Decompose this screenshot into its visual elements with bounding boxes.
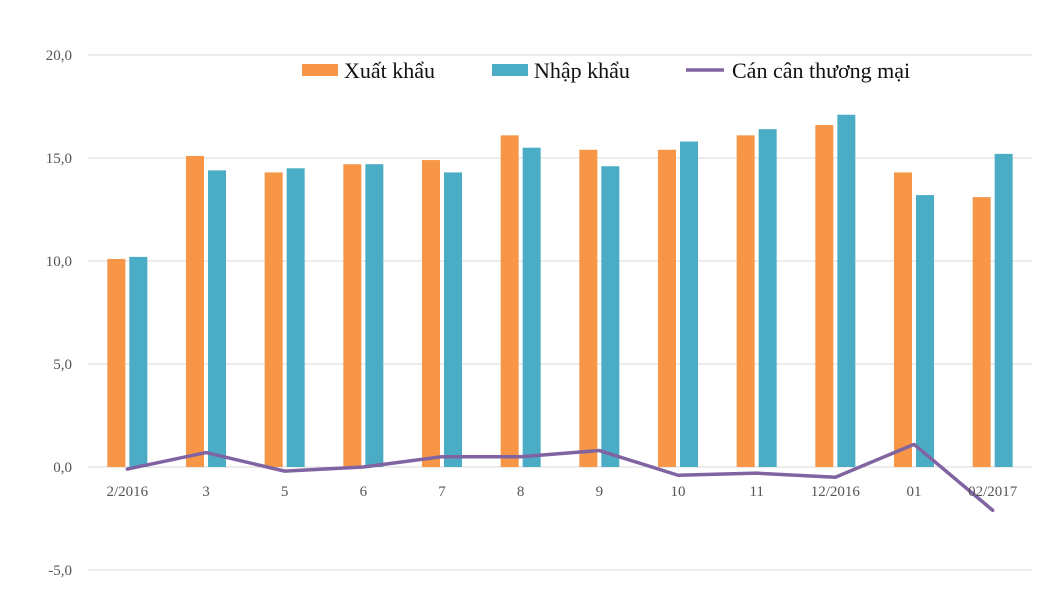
bars (107, 114, 1013, 468)
x-tick-label: 02/2017 (968, 484, 1018, 500)
x-tick-label: 5 (281, 484, 289, 500)
export-bar (658, 149, 676, 467)
x-tick-label: 10 (671, 484, 686, 500)
x-tick-label: 8 (517, 484, 525, 500)
export-bar (186, 155, 204, 467)
x-tick-label: 01 (907, 484, 922, 500)
export-bar (107, 258, 126, 467)
import-bar (758, 129, 777, 467)
x-axis-ticks: 2/2016 3 5 6 7 8 9 10 11 12/2016 01 02/2017 (106, 484, 1017, 500)
legend-label: Nhập khẩu (534, 58, 630, 83)
balance-series-line (125, 442, 995, 513)
y-axis-ticks: -5,0 0,0 5,0 10,0 15,0 20,0 (46, 48, 72, 579)
legend-label: Xuất khẩu (344, 58, 435, 83)
legend-label: Cán cân thương mại (732, 58, 910, 83)
import-bar (522, 147, 541, 467)
import-bar (837, 114, 856, 468)
export-bar (815, 125, 834, 467)
export-bar (972, 197, 991, 467)
export-bar (579, 149, 598, 467)
x-tick-label: 11 (749, 484, 763, 500)
import-bar (601, 166, 620, 468)
import-bar (994, 153, 1013, 467)
x-tick-label: 6 (360, 484, 368, 500)
import-bar (208, 170, 226, 468)
y-tick-label: 15,0 (46, 151, 72, 167)
legend: Xuất khẩu Nhập khẩu Cán cân thương mại (302, 58, 910, 83)
gridlines (88, 54, 1032, 571)
legend-swatch (492, 64, 528, 76)
balance-line (125, 442, 995, 513)
import-bar (129, 256, 148, 467)
legend-swatch (302, 64, 338, 76)
x-tick-label: 9 (596, 484, 604, 500)
import-bar (286, 168, 305, 468)
y-tick-label: 20,0 (46, 48, 72, 64)
export-bar (500, 135, 519, 467)
import-bar (444, 172, 462, 468)
y-tick-label: 10,0 (46, 254, 72, 270)
import-bar (365, 164, 384, 467)
x-tick-label: 12/2016 (811, 484, 861, 500)
export-bar (894, 172, 912, 468)
x-tick-label: 7 (438, 484, 446, 500)
y-tick-label: 0,0 (53, 460, 72, 476)
export-bar (264, 172, 283, 468)
export-bar (343, 164, 362, 467)
x-tick-label: 3 (202, 484, 210, 500)
export-bar (422, 160, 440, 467)
y-tick-label: 5,0 (53, 357, 72, 373)
x-tick-label: 2/2016 (106, 484, 148, 500)
export-bar (736, 135, 755, 467)
import-bar (680, 141, 698, 467)
y-tick-label: -5,0 (48, 563, 72, 579)
import-bar (916, 195, 934, 467)
